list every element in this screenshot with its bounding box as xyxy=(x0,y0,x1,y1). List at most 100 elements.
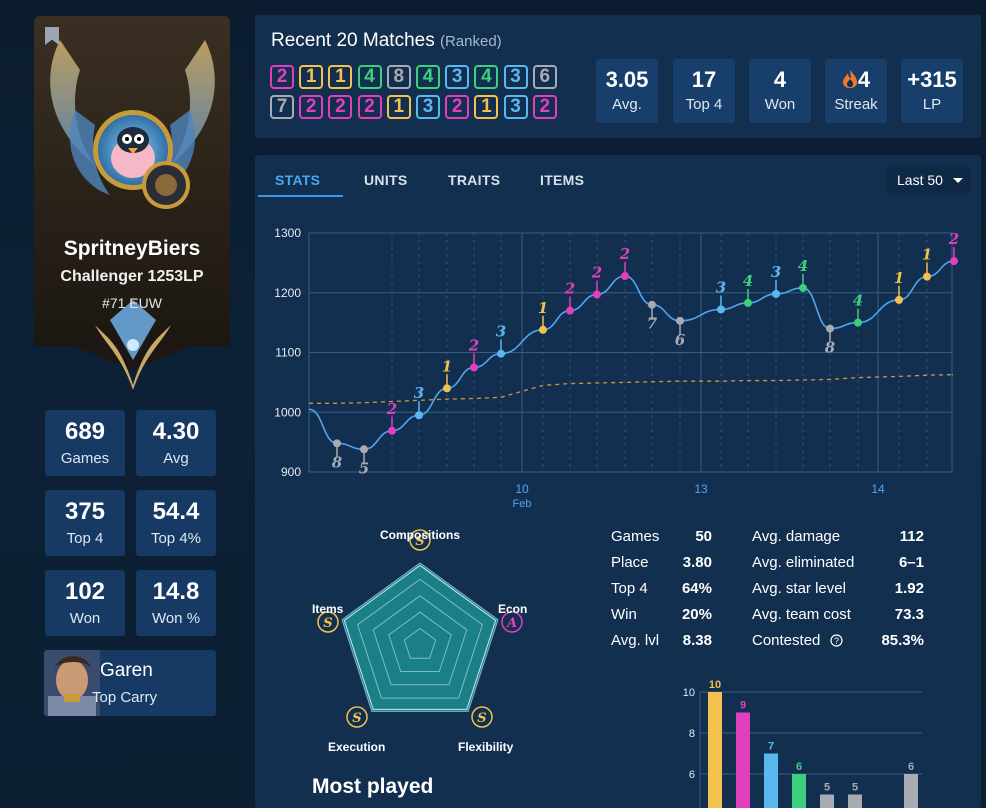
flame-icon xyxy=(842,70,857,88)
placement-badge[interactable]: 4 xyxy=(474,65,499,89)
match-point xyxy=(744,298,752,307)
point-placement-label: 3 xyxy=(771,263,781,281)
placement-badge[interactable]: 3 xyxy=(503,65,528,89)
x-tick-label: 14 xyxy=(871,482,885,496)
point-placement-label: 4 xyxy=(798,257,808,275)
placement-badge[interactable]: 3 xyxy=(445,65,470,89)
recent-matches-title: Recent 20 Matches (Ranked) xyxy=(271,30,502,52)
placement-badge[interactable]: 4 xyxy=(416,65,440,89)
point-placement-label: 2 xyxy=(948,230,959,248)
grade-letter: S xyxy=(352,711,361,726)
y-tick-label: 1300 xyxy=(274,226,301,240)
grade-badge xyxy=(501,611,523,633)
stat-value: 689 xyxy=(64,418,106,445)
bar-value-label: 6 xyxy=(908,761,914,773)
select-value: Last 50 xyxy=(897,172,943,188)
bar-value-label: 10 xyxy=(709,680,721,691)
stat-label: Avg. star level xyxy=(752,580,846,597)
x-tick-label: 13 xyxy=(694,482,708,496)
caret-down-icon xyxy=(953,178,963,183)
recent-title-text: Recent 20 Matches xyxy=(271,30,435,51)
stat-value: 112 xyxy=(899,528,924,545)
placement-badge[interactable]: 6 xyxy=(532,65,557,89)
placement-badge[interactable]: 3 xyxy=(503,95,528,119)
placement-distribution-chart: 10 8 6 10 9 7 6 5 5 6 xyxy=(683,680,922,808)
grade-badge xyxy=(346,706,368,728)
stat-value: 54.4 xyxy=(152,498,200,525)
match-point xyxy=(676,316,684,325)
placement-bar xyxy=(764,753,778,808)
point-placement-label: 3 xyxy=(414,384,424,402)
placement-badge[interactable]: 1 xyxy=(386,95,411,119)
placement-badge[interactable]: 8 xyxy=(386,65,411,89)
stat-label: Avg. team cost xyxy=(752,606,851,623)
placement-badge[interactable]: 4 xyxy=(357,65,382,89)
metric-label: Avg. xyxy=(612,96,642,113)
y-tick-label: 1000 xyxy=(274,405,301,419)
help-icon[interactable]: ? xyxy=(830,634,843,647)
placement-badge[interactable]: 1 xyxy=(299,65,324,89)
average-lp-line xyxy=(309,373,955,404)
radar-value-outline xyxy=(343,564,497,710)
point-placement-label: 7 xyxy=(647,315,658,333)
point-placement-label: 1 xyxy=(538,299,548,317)
point-placement-label: 6 xyxy=(675,331,686,349)
x-tick-sublabel: Feb xyxy=(513,498,532,510)
top-champion-card[interactable]: Garen Top Carry xyxy=(44,650,216,716)
placement-badge[interactable]: 2 xyxy=(357,95,382,119)
metric-value: +315 xyxy=(907,67,957,92)
stat-label: Top 4 xyxy=(66,530,104,547)
point-placement-label: 4 xyxy=(853,292,863,310)
match-point xyxy=(497,349,505,358)
match-point xyxy=(470,363,478,372)
grade-badge xyxy=(409,529,431,551)
stat-won: 102 Won xyxy=(45,570,125,636)
stat-label: Top 4% xyxy=(150,530,202,547)
stat-value: 102 xyxy=(64,578,106,605)
placement-badge[interactable]: 2 xyxy=(445,95,470,119)
placement-bar xyxy=(848,794,862,808)
match-range-select[interactable]: Last 50 xyxy=(887,167,971,193)
tab-traits[interactable]: TRAITS xyxy=(448,172,501,188)
stat-label: Games xyxy=(611,528,660,545)
metric-value: 17 xyxy=(691,67,717,92)
radar-label-econ: Econ xyxy=(498,602,528,616)
placement-badge[interactable]: 2 xyxy=(532,95,557,119)
match-point xyxy=(333,439,341,448)
match-point xyxy=(772,289,780,298)
stat-label: Avg. damage xyxy=(752,528,841,545)
stat-label: Games xyxy=(60,450,110,467)
placement-badge[interactable]: 2 xyxy=(328,95,353,119)
tab-units[interactable]: UNITS xyxy=(364,172,408,188)
metric-avg: 3.05 Avg. xyxy=(596,59,658,123)
stat-value: 20% xyxy=(681,606,712,623)
radar-ring xyxy=(403,627,437,659)
stats-panel: STATS UNITS TRAITS ITEMS Last 50 1300 1 20… xyxy=(255,155,981,808)
placement-badge[interactable]: 2 xyxy=(299,95,324,119)
radar-label-items: Items xyxy=(312,602,344,616)
stat-avg: 4.30 Avg xyxy=(136,410,216,476)
match-point xyxy=(826,324,834,333)
tab-items[interactable]: ITEMS xyxy=(540,172,585,188)
placement-badge[interactable]: 1 xyxy=(474,95,499,119)
stat-value: 375 xyxy=(64,498,106,525)
metric-label: Streak xyxy=(834,96,878,113)
tab-bar: STATS UNITS TRAITS ITEMS xyxy=(255,155,985,199)
stat-label: Won xyxy=(69,610,101,627)
stat-top4: 375 Top 4 xyxy=(45,490,125,556)
svg-text:?: ? xyxy=(834,636,839,646)
match-point xyxy=(895,295,903,304)
placement-badge[interactable]: 3 xyxy=(416,95,440,119)
metric-value: 3.05 xyxy=(605,67,649,92)
champion-portrait xyxy=(44,650,100,716)
placement-bar xyxy=(820,794,834,808)
tab-stats[interactable]: STATS xyxy=(275,172,321,188)
radar-ring xyxy=(357,578,483,699)
match-point xyxy=(854,318,862,327)
radar-ring xyxy=(372,595,468,686)
placement-badge[interactable]: 2 xyxy=(270,65,294,89)
placement-badge[interactable]: 7 xyxy=(270,95,294,119)
grade-badge xyxy=(471,706,493,728)
placement-badge[interactable]: 1 xyxy=(328,65,353,89)
bookmark-icon[interactable] xyxy=(45,27,59,45)
